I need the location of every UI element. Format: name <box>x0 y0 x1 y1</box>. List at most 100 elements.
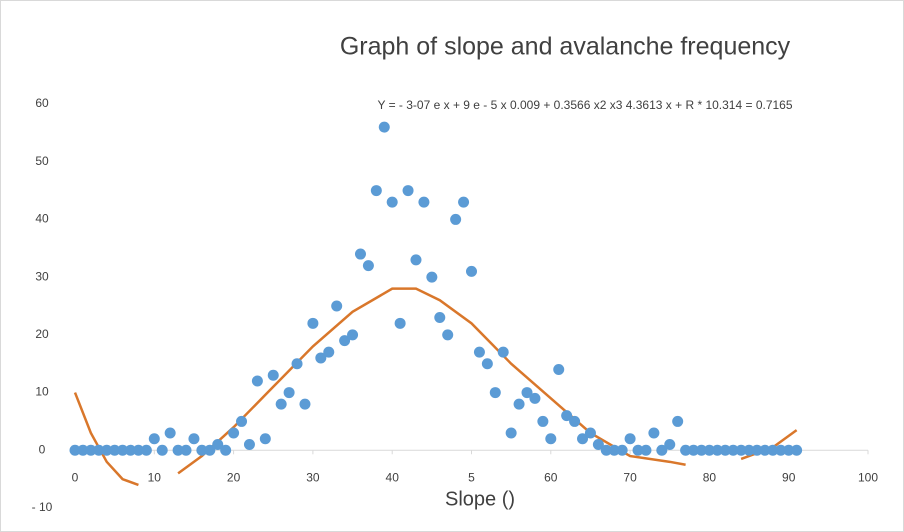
y-tick-label: - 10 <box>32 500 53 514</box>
point <box>759 444 771 456</box>
point <box>85 444 97 456</box>
point <box>434 312 446 324</box>
x-tick-label: 90 <box>782 470 796 484</box>
x-tick-label: 20 <box>227 470 241 484</box>
point <box>148 433 160 445</box>
point <box>735 444 747 456</box>
point <box>521 387 533 399</box>
point <box>450 213 462 225</box>
point <box>608 444 620 456</box>
point <box>775 444 787 456</box>
point <box>783 444 795 456</box>
point <box>545 433 557 445</box>
point <box>577 433 589 445</box>
point <box>394 317 406 329</box>
y-tick-label: 40 <box>35 212 49 226</box>
point <box>331 300 343 312</box>
point <box>140 444 152 456</box>
point <box>656 444 668 456</box>
point <box>164 427 176 439</box>
point <box>664 439 676 451</box>
point <box>466 265 477 277</box>
point <box>259 433 271 445</box>
chart-title: Graph of slope and avalanche frequency <box>340 33 791 61</box>
point <box>204 444 216 456</box>
point <box>624 433 636 445</box>
point <box>228 427 240 439</box>
point <box>109 444 121 456</box>
point <box>323 346 335 358</box>
point <box>236 415 248 427</box>
point <box>354 248 366 260</box>
point <box>791 444 803 456</box>
point <box>648 427 660 439</box>
x-tick-label: 60 <box>544 470 558 484</box>
point <box>505 427 517 439</box>
point <box>299 398 311 410</box>
point <box>418 196 430 208</box>
point <box>275 398 287 410</box>
x-tick-label: 80 <box>703 470 717 484</box>
x-tick-label: 70 <box>623 470 637 484</box>
point <box>426 271 438 283</box>
point <box>370 185 382 197</box>
point <box>251 375 263 387</box>
point <box>283 387 295 399</box>
point <box>561 410 573 422</box>
trend-equation: Y = - 3-07 e x + 9 e - 5 x 0.009 + 0.356… <box>377 98 792 112</box>
point <box>172 444 184 456</box>
point <box>751 444 763 456</box>
y-tick-label: 30 <box>35 269 49 283</box>
point <box>529 392 541 404</box>
point <box>553 363 565 375</box>
point <box>188 433 200 445</box>
y-tick-label: 10 <box>35 385 49 399</box>
point <box>458 196 470 208</box>
x-tick-label: 0 <box>72 470 79 484</box>
point <box>69 444 81 456</box>
point <box>307 317 319 329</box>
y-tick-label: 60 <box>35 96 49 110</box>
x-tick-label: 10 <box>148 470 162 484</box>
point <box>386 196 398 208</box>
point <box>489 387 501 399</box>
point <box>196 444 208 456</box>
point <box>101 444 113 456</box>
point <box>347 329 359 341</box>
point <box>243 439 255 451</box>
point <box>695 444 707 456</box>
point <box>339 335 351 347</box>
x-tick-label: 40 <box>386 470 400 484</box>
point <box>640 444 652 456</box>
point <box>481 358 493 370</box>
point <box>291 358 303 370</box>
point <box>616 444 628 456</box>
point <box>402 185 414 197</box>
point <box>727 444 739 456</box>
point <box>711 444 723 456</box>
point <box>703 444 715 456</box>
point <box>569 415 581 427</box>
point <box>719 444 731 456</box>
point <box>180 444 192 456</box>
y-tick-label: 50 <box>35 154 49 168</box>
point <box>537 415 549 427</box>
point <box>132 444 144 456</box>
point <box>212 439 224 451</box>
point <box>632 444 644 456</box>
point <box>680 444 692 456</box>
point <box>220 444 232 456</box>
point <box>362 260 374 272</box>
point <box>125 444 137 456</box>
x-tick-label: 5 <box>468 470 475 484</box>
point <box>378 121 390 133</box>
point <box>473 346 485 358</box>
point <box>156 444 168 456</box>
point <box>672 415 684 427</box>
point <box>497 346 509 358</box>
point <box>767 444 779 456</box>
y-tick-label: 20 <box>35 327 49 341</box>
x-axis-label: Slope () <box>445 488 515 510</box>
